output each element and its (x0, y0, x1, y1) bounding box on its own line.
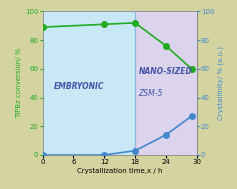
Y-axis label: TIPBz conversion/ %: TIPBz conversion/ % (16, 48, 22, 119)
Bar (43, 11, 135, 155)
Bar (135, 11, 197, 155)
Y-axis label: Crystallinity/ % (a.u.): Crystallinity/ % (a.u.) (217, 46, 224, 120)
Text: NANO-SIZED: NANO-SIZED (139, 67, 193, 76)
Text: ZSM-5: ZSM-5 (138, 89, 163, 98)
Text: EMBRYONIC: EMBRYONIC (53, 81, 104, 91)
X-axis label: Crystallization time,x / h: Crystallization time,x / h (77, 168, 162, 174)
